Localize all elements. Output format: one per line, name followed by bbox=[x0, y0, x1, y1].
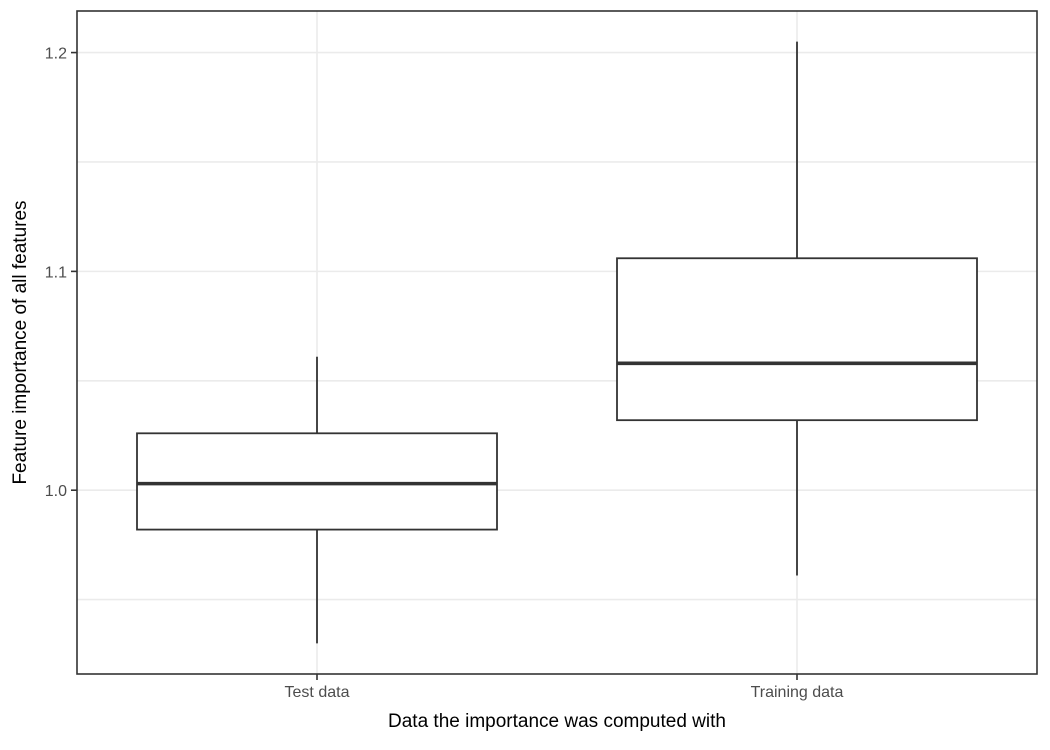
box-iqr bbox=[136, 432, 498, 531]
y-tick-label: 1.0 bbox=[45, 483, 67, 500]
box-layer bbox=[136, 41, 978, 644]
axis-layer: 1.0 1.1 1.2 Test data Training data bbox=[45, 46, 844, 701]
x-axis-title: Data the importance was computed with bbox=[388, 711, 726, 732]
y-tick-label: 1.1 bbox=[45, 264, 67, 281]
x-tick-label: Test data bbox=[285, 684, 350, 701]
x-tick-label: Training data bbox=[751, 684, 844, 701]
y-axis-title: Feature importance of all features bbox=[10, 200, 31, 484]
y-tick-label: 1.2 bbox=[45, 46, 67, 63]
panel-border bbox=[76, 10, 1038, 675]
box-iqr bbox=[616, 257, 978, 422]
